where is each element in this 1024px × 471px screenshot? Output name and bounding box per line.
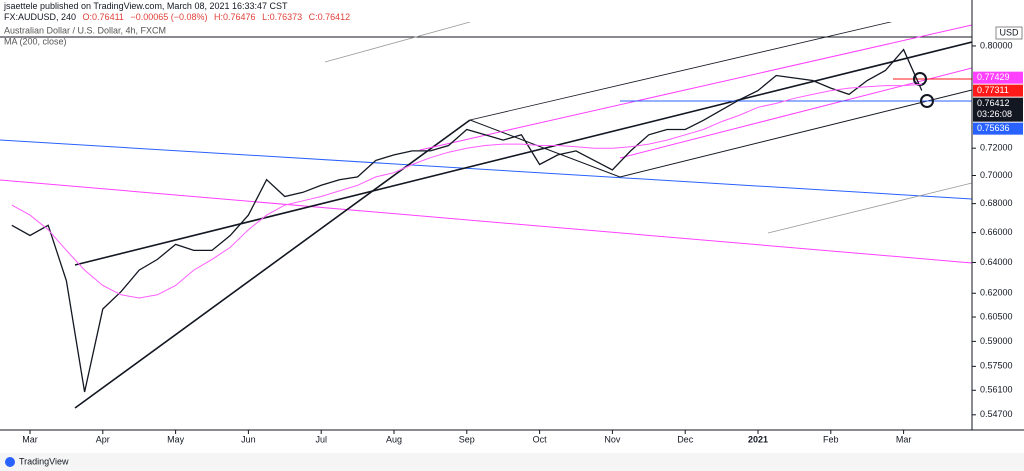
close: C:0.76412 [308,12,351,22]
x-tick-label: Feb [823,434,839,444]
x-tick-label: May [167,434,185,444]
x-tick-label: Dec [677,434,694,444]
open: O:0.76411 [82,12,124,22]
price-label: 0.77311 [977,85,1009,95]
x-tick-label: Mar [22,434,38,444]
y-tick-label: 0.59000 [980,336,1013,346]
channel-line [619,89,972,178]
trend-line [767,182,972,234]
price-label-box [973,84,1023,97]
channel-line [419,24,972,151]
x-tick-label: Nov [604,434,621,444]
y-tick-label: 0.60500 [980,311,1013,321]
trend-line [0,179,972,264]
y-tick-label: 0.54700 [980,409,1013,419]
y-tick-label: 0.68000 [980,198,1013,208]
trend-line [324,22,471,63]
series-line [11,83,922,299]
y-tick-label: 0.80000 [980,40,1013,50]
series-line [11,48,923,393]
channel-line [619,67,972,159]
change: −0.00065 (−0.08%) [130,12,208,22]
trend-line [469,119,621,178]
trend-line [74,119,471,409]
publisher-line: jsaettele published on TradingView.com, … [4,1,288,11]
currency-label: USD [999,27,1019,37]
x-tick-label: Sep [459,434,475,444]
x-tick-label: 2021 [748,434,768,444]
y-tick-label: 0.64000 [980,257,1013,267]
y-tick-label: 0.72000 [980,143,1013,153]
y-tick-label: 0.57500 [980,361,1013,371]
x-tick-label: Jun [241,434,256,444]
ohlc-line: FX:AUDUSD, 240 O:0.76411 −0.00065 (−0.08… [4,12,354,23]
plot-area [11,48,923,393]
y-tick-label: 0.70000 [980,170,1013,180]
y-tick-label: 0.62000 [980,288,1013,298]
trend-line [0,139,972,200]
trend-line [74,41,972,266]
footer-bar [0,453,1024,471]
symbol: FX:AUDUSD, 240 [4,12,77,22]
header: jsaettele published on TradingView.com, … [4,1,354,23]
price-label: 0.76412 [977,98,1010,108]
legend-entry: MA (200, close) [4,36,67,46]
price-label: 0.75636 [977,123,1010,133]
footer-logo [5,457,15,467]
y-tick-label: 0.66000 [980,227,1013,237]
x-tick-label: Oct [533,434,548,444]
price-label-box [973,122,1023,135]
high: H:0.76476 [214,12,256,22]
currency-box [995,26,1023,40]
channel-line [469,22,893,121]
x-tick-label: Mar [896,434,912,444]
footer-brand: TradingView [19,456,69,466]
x-tick-label: Apr [96,434,110,444]
marker-circle [920,94,934,108]
x-tick-label: Aug [386,434,402,444]
price-label-box [973,97,1023,122]
y-tick-label: 0.56100 [980,385,1013,395]
low: L:0.76373 [262,12,303,22]
drawings [0,22,972,409]
price-label: 0.77429 [977,72,1010,82]
price-label-box [973,71,1023,84]
legend-entry: Australian Dollar / U.S. Dollar, 4h, FXC… [4,25,166,35]
countdown-label: 03:26:08 [977,109,1012,119]
x-tick-label: Jul [315,434,327,444]
